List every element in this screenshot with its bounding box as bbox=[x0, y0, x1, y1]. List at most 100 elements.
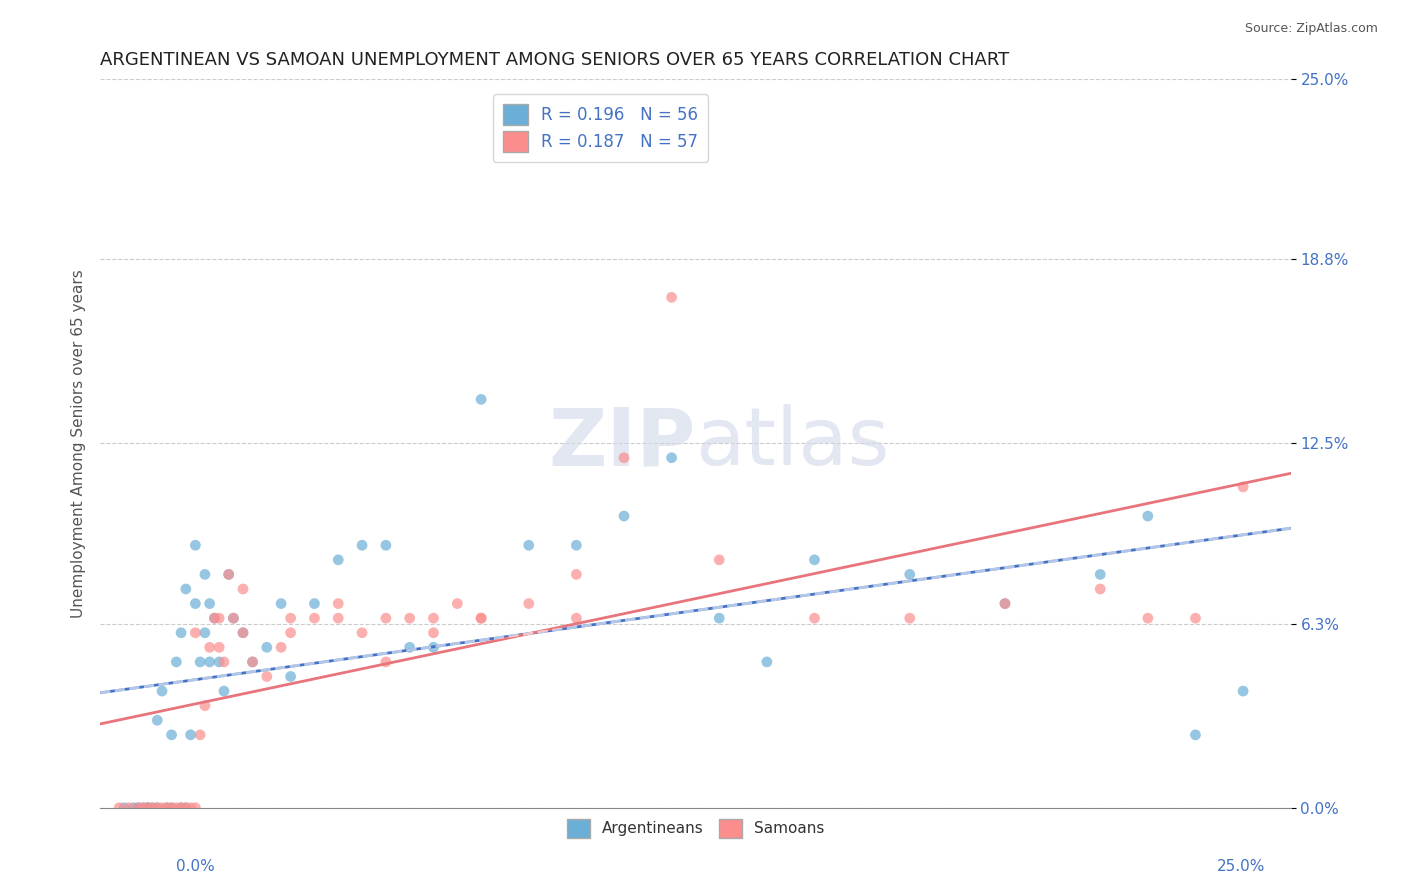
Point bbox=[136, 801, 159, 815]
Point bbox=[328, 597, 350, 611]
Point bbox=[398, 611, 420, 625]
Point bbox=[352, 538, 374, 552]
Point bbox=[803, 553, 825, 567]
Point bbox=[1136, 509, 1159, 524]
Point bbox=[174, 582, 197, 596]
Point bbox=[198, 640, 221, 655]
Point bbox=[132, 801, 155, 815]
Point bbox=[1184, 611, 1206, 625]
Point bbox=[146, 801, 169, 815]
Point bbox=[352, 625, 374, 640]
Point bbox=[256, 669, 278, 683]
Point bbox=[132, 801, 155, 815]
Point bbox=[1232, 684, 1254, 698]
Point bbox=[218, 567, 240, 582]
Legend: Argentineans, Samoans: Argentineans, Samoans bbox=[561, 813, 831, 844]
Point bbox=[242, 655, 264, 669]
Point bbox=[146, 801, 169, 815]
Point bbox=[328, 611, 350, 625]
Point bbox=[1232, 480, 1254, 494]
Point bbox=[194, 698, 217, 713]
Point bbox=[198, 655, 221, 669]
Point bbox=[208, 655, 231, 669]
Point bbox=[304, 597, 326, 611]
Point bbox=[565, 538, 588, 552]
Text: Source: ZipAtlas.com: Source: ZipAtlas.com bbox=[1244, 22, 1378, 36]
Point bbox=[208, 611, 231, 625]
Point bbox=[108, 801, 131, 815]
Point bbox=[994, 597, 1017, 611]
Point bbox=[280, 669, 302, 683]
Point bbox=[184, 538, 207, 552]
Text: 25.0%: 25.0% bbox=[1218, 859, 1265, 874]
Point bbox=[374, 655, 396, 669]
Point bbox=[422, 625, 444, 640]
Point bbox=[374, 611, 396, 625]
Point bbox=[613, 509, 636, 524]
Point bbox=[212, 684, 235, 698]
Point bbox=[136, 801, 159, 815]
Point bbox=[112, 801, 135, 815]
Text: 0.0%: 0.0% bbox=[176, 859, 215, 874]
Point bbox=[1090, 567, 1112, 582]
Point bbox=[184, 597, 207, 611]
Point bbox=[204, 611, 226, 625]
Point bbox=[422, 611, 444, 625]
Point bbox=[270, 640, 292, 655]
Point bbox=[374, 538, 396, 552]
Point bbox=[188, 728, 211, 742]
Point bbox=[170, 625, 193, 640]
Point bbox=[184, 625, 207, 640]
Point bbox=[160, 801, 183, 815]
Point bbox=[156, 801, 179, 815]
Point bbox=[180, 728, 202, 742]
Point bbox=[174, 801, 197, 815]
Point bbox=[280, 611, 302, 625]
Point bbox=[898, 611, 921, 625]
Point bbox=[270, 597, 292, 611]
Point bbox=[141, 801, 163, 815]
Point bbox=[160, 801, 183, 815]
Point bbox=[661, 290, 683, 304]
Point bbox=[446, 597, 468, 611]
Point bbox=[204, 611, 226, 625]
Point bbox=[174, 801, 197, 815]
Point bbox=[422, 640, 444, 655]
Point bbox=[170, 801, 193, 815]
Point bbox=[194, 625, 217, 640]
Point bbox=[141, 801, 163, 815]
Point bbox=[136, 801, 159, 815]
Point bbox=[517, 538, 540, 552]
Point bbox=[242, 655, 264, 669]
Point bbox=[304, 611, 326, 625]
Point bbox=[222, 611, 245, 625]
Point bbox=[565, 611, 588, 625]
Point bbox=[232, 582, 254, 596]
Point bbox=[188, 655, 211, 669]
Point bbox=[709, 611, 731, 625]
Point bbox=[232, 625, 254, 640]
Point bbox=[170, 801, 193, 815]
Point bbox=[470, 611, 492, 625]
Point bbox=[280, 625, 302, 640]
Point bbox=[127, 801, 149, 815]
Point bbox=[256, 640, 278, 655]
Point bbox=[470, 392, 492, 407]
Point bbox=[1090, 582, 1112, 596]
Point bbox=[1136, 611, 1159, 625]
Point bbox=[328, 553, 350, 567]
Point bbox=[127, 801, 149, 815]
Point bbox=[165, 801, 187, 815]
Point bbox=[156, 801, 179, 815]
Point bbox=[212, 655, 235, 669]
Y-axis label: Unemployment Among Seniors over 65 years: Unemployment Among Seniors over 65 years bbox=[72, 268, 86, 617]
Point bbox=[208, 640, 231, 655]
Point bbox=[994, 597, 1017, 611]
Point bbox=[232, 625, 254, 640]
Point bbox=[222, 611, 245, 625]
Point bbox=[517, 597, 540, 611]
Point bbox=[661, 450, 683, 465]
Point bbox=[898, 567, 921, 582]
Point bbox=[218, 567, 240, 582]
Point bbox=[180, 801, 202, 815]
